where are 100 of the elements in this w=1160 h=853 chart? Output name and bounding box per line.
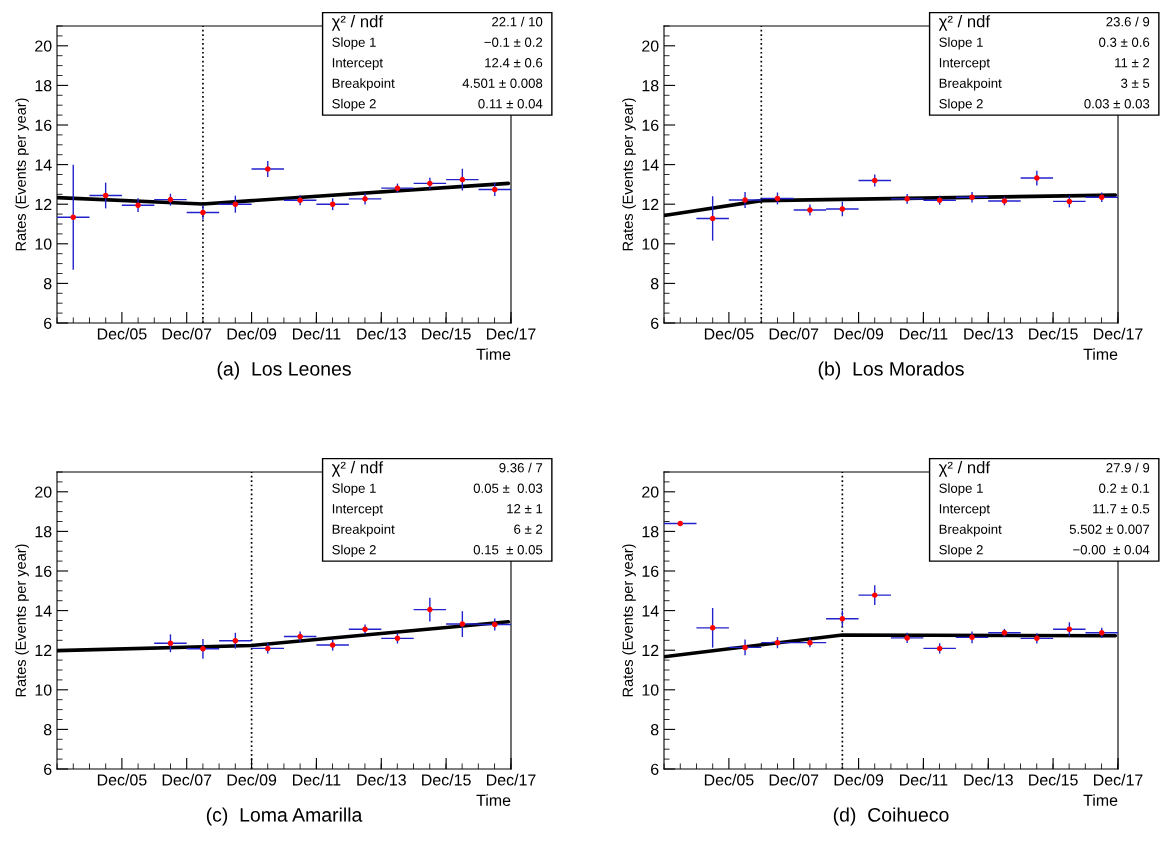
- x-axis-title: Time: [1083, 794, 1118, 806]
- x-tick-label: Dec/11: [293, 327, 341, 340]
- y-tick-label: 12: [35, 644, 52, 656]
- x-tick-label: Dec/17: [487, 327, 536, 340]
- annotation: Slope 2: [332, 544, 376, 557]
- annotation: Slope 1: [939, 37, 983, 50]
- point: [491, 621, 498, 628]
- point: [709, 215, 716, 222]
- y-tick-label: 20: [35, 40, 52, 52]
- x-tick-label: Dec/07: [769, 327, 819, 340]
- point: [232, 637, 239, 644]
- annotation: χ² / ndf: [331, 15, 384, 31]
- annotation: 11.7 ± 0.5: [1093, 504, 1150, 514]
- x-tick-label: Dec/07: [769, 773, 819, 786]
- x-axis-title: Time: [476, 794, 511, 806]
- annotation: 0.05 ± 0.03: [473, 483, 543, 493]
- text: (a) Los Leones: [217, 361, 351, 380]
- x-tick-label: Dec/07: [162, 327, 212, 340]
- x-tick-label: Dec/13: [357, 773, 406, 786]
- annotation: 0.3 ± 0.6: [1099, 37, 1150, 47]
- y-tick-label: 14: [642, 605, 659, 617]
- point: [839, 615, 846, 622]
- x-tick-label: Dec/09: [227, 773, 277, 786]
- point: [871, 177, 878, 184]
- annotation: Slope 2: [939, 98, 983, 111]
- point: [459, 176, 466, 183]
- y-tick-label: 18: [642, 526, 659, 538]
- y-tick-label: 8: [650, 278, 659, 290]
- point: [167, 196, 174, 203]
- y-tick-label: 6: [44, 763, 52, 775]
- y-tick-label: 16: [35, 119, 52, 131]
- y-tick-label: 18: [35, 526, 52, 538]
- y-tick-label: 10: [642, 238, 659, 250]
- y-tick-label: 8: [43, 278, 52, 290]
- x-tick-label: Dec/05: [97, 327, 147, 340]
- x-tick-label: Dec/11: [900, 773, 948, 786]
- y-tick-label: 10: [35, 684, 52, 696]
- annotation: −0.1 ± 0.2: [484, 37, 543, 47]
- point: [969, 634, 975, 641]
- annotation: 27.9 / 9: [1106, 462, 1150, 473]
- y-tick-label: 8: [650, 724, 659, 736]
- y-tick-label: 8: [43, 724, 52, 736]
- y-tick-label: 20: [35, 486, 52, 498]
- point: [709, 625, 716, 631]
- x-tick-label: Dec/09: [834, 327, 884, 340]
- point: [329, 201, 336, 207]
- annotation: Intercept: [939, 58, 990, 71]
- annotation: 0.15 ± 0.05: [473, 545, 543, 555]
- point: [459, 621, 466, 627]
- point: [200, 646, 206, 652]
- annotation: Breakpoint: [939, 78, 1002, 91]
- x-tick-label: Dec/13: [964, 773, 1013, 786]
- x-tick-label: Dec/15: [1029, 773, 1078, 786]
- point: [70, 214, 77, 221]
- y-tick-label: 14: [35, 159, 52, 171]
- annotation: χ² / ndf: [331, 461, 384, 477]
- point: [135, 202, 141, 208]
- y-tick-label: 16: [35, 565, 52, 577]
- y-tick-label: 14: [642, 159, 659, 171]
- y-axis-title: Rates (Events per year): [15, 98, 29, 251]
- annotation: Breakpoint: [939, 524, 1002, 537]
- annotation: Slope 1: [332, 37, 376, 50]
- x-tick-label: Dec/15: [422, 327, 471, 340]
- annotation: 12 ± 1: [507, 504, 543, 514]
- annotation: Slope 2: [332, 98, 376, 111]
- y-tick-label: 6: [651, 763, 659, 775]
- point: [102, 192, 109, 199]
- y-axis-title: Rates (Events per year): [622, 98, 636, 251]
- text: (b) Los Morados: [818, 361, 964, 380]
- point: [742, 197, 748, 203]
- y-tick-label: 16: [642, 119, 659, 131]
- x-tick-label: Dec/09: [227, 327, 277, 340]
- annotation: Slope 1: [332, 483, 376, 496]
- x-tick-label: Dec/09: [834, 773, 884, 786]
- y-tick-label: 6: [44, 317, 52, 329]
- annotation: χ² / ndf: [938, 15, 991, 31]
- x-tick-label: Dec/11: [900, 327, 948, 340]
- x-tick-label: Dec/05: [97, 773, 147, 786]
- y-tick-label: 10: [642, 684, 659, 696]
- point: [1066, 198, 1073, 205]
- point: [871, 592, 878, 598]
- x-axis-title: Time: [476, 348, 511, 360]
- annotation: 9.36 / 7: [499, 462, 543, 473]
- y-tick-label: 12: [642, 198, 659, 210]
- y-tick-label: 6: [651, 317, 659, 329]
- annotation: χ² / ndf: [938, 461, 991, 477]
- y-tick-label: 20: [642, 40, 659, 52]
- point: [742, 644, 748, 651]
- annotation: Intercept: [332, 504, 383, 517]
- y-axis-title: Rates (Events per year): [622, 544, 636, 697]
- y-tick-label: 20: [642, 486, 659, 498]
- x-tick-label: Dec/13: [964, 327, 1013, 340]
- point: [1034, 175, 1040, 181]
- point: [264, 166, 271, 172]
- text: (d) Coihueco: [833, 807, 949, 826]
- x-tick-label: Dec/11: [293, 773, 341, 786]
- annotation: 11 ± 2: [1115, 58, 1150, 68]
- text: 3 ± 5: [1121, 78, 1150, 88]
- annotation: Slope 2: [939, 544, 983, 557]
- y-tick-label: 16: [642, 565, 659, 577]
